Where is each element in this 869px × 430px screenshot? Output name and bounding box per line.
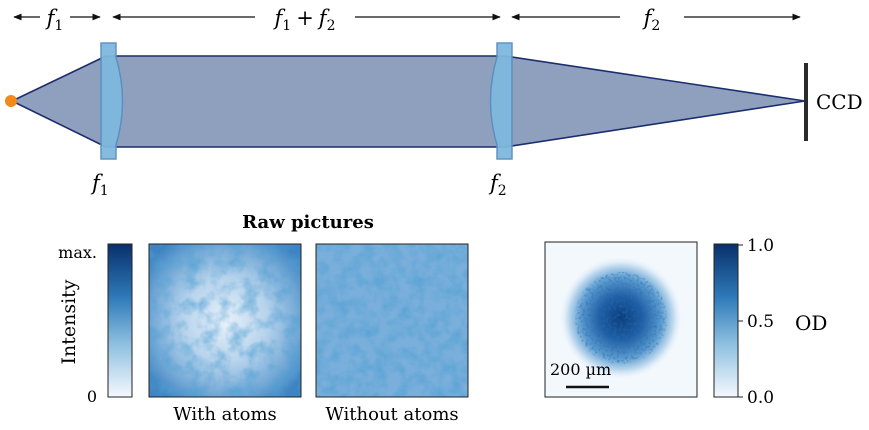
distance-f1: f1 <box>13 6 101 34</box>
colorbar-max-label: max. <box>58 243 97 262</box>
without-atoms-label: Without atoms <box>325 404 458 425</box>
colorbar-min-label: 0 <box>87 387 97 406</box>
od-colorbar <box>713 243 743 398</box>
optical-density-image <box>544 241 698 398</box>
intensity-colorbar <box>107 243 133 398</box>
without-atoms-image <box>315 243 469 398</box>
intensity-axis-label: Intensity <box>58 279 80 364</box>
lens-2 <box>489 42 513 160</box>
point-source <box>5 95 17 107</box>
lens-1-label: f1 <box>90 171 109 199</box>
distance-f1-plus-f2-label: f1 + f2 <box>272 6 335 34</box>
od-tick-mid: 0.5 <box>747 312 774 332</box>
lens-1 <box>100 42 124 160</box>
with-atoms-label: With atoms <box>173 404 277 425</box>
od-tick-top: 1.0 <box>747 236 774 256</box>
distance-f1-label: f1 <box>45 6 64 34</box>
ccd-label: CCD <box>816 90 863 114</box>
od-axis-label: OD <box>795 311 827 335</box>
beam-path <box>11 55 806 148</box>
with-atoms-image <box>148 243 302 398</box>
scalebar-label: 200 µm <box>550 360 611 379</box>
distance-f1-plus-f2: f1 + f2 <box>112 6 501 34</box>
distance-f2-label: f2 <box>642 6 661 34</box>
distance-f2: f2 <box>511 6 801 34</box>
od-tick-bottom: 0.0 <box>747 388 774 408</box>
raw-pictures-title: Raw pictures <box>242 212 374 233</box>
lens-2-label: f2 <box>488 171 507 199</box>
